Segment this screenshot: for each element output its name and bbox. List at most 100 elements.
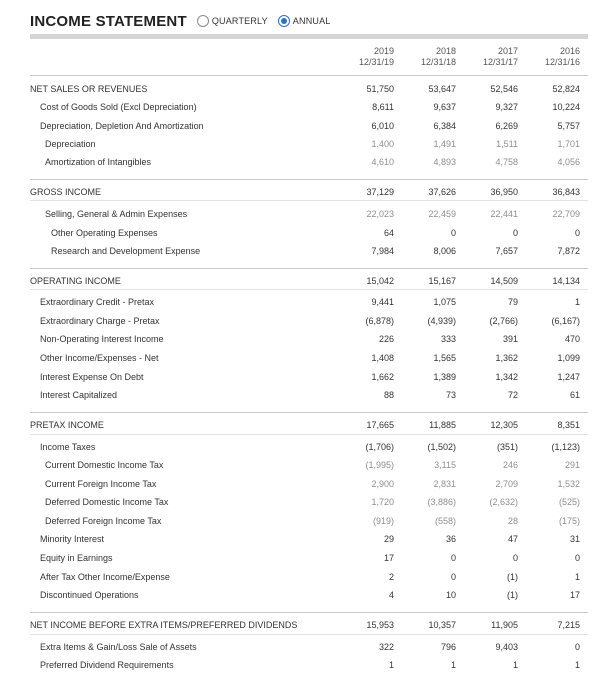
cell-2017: 2,709	[495, 479, 518, 489]
table-row-net-sales-or-revenues: NET SALES OR REVENUES 51,750 53,647 52,546 5…	[30, 80, 588, 98]
cell-2018: 53,647	[428, 84, 456, 94]
row-label: Preferred Dividend Requirements	[40, 660, 174, 670]
cell-2017: 79	[507, 297, 518, 307]
table-row-deferred-domestic-income-tax: Deferred Domestic Income Tax 1,720 (3,886)…	[30, 493, 588, 511]
cell-2019: 64	[383, 228, 394, 238]
cell-2018: 37,626	[428, 187, 456, 197]
radio-quarterly-label[interactable]: QUARTERLY	[211, 16, 268, 26]
column-header-2016: 2016 12/31/16	[528, 46, 580, 68]
cell-2019: 22,023	[366, 209, 394, 219]
cell-2017: 52,546	[490, 84, 518, 94]
cell-2019: 37,129	[366, 187, 394, 197]
table-row-equity-in-earnings: Equity in Earnings 17 0 0 0	[30, 549, 588, 567]
table-row-depreciation: Depreciation 1,400 1,491 1,511 1,701	[30, 135, 588, 153]
cell-2016: (175)	[558, 516, 580, 526]
radio-quarterly[interactable]: QUARTERLY	[196, 15, 268, 27]
cell-2017: 36,950	[490, 187, 518, 197]
table-row-selling-general-admin-expenses: Selling, General & Admin Expenses 22,023 2…	[30, 205, 588, 223]
column-header-2017: 2017 12/31/17	[466, 46, 518, 68]
table-row-pretax-income: PRETAX INCOME 17,665 11,885 12,305 8,351	[30, 416, 588, 434]
cell-2019: (1,706)	[365, 442, 394, 452]
cell-2016: 4,056	[557, 157, 580, 167]
table-row-extra-items-gain-loss-sale-of-assets: Extra Items & Gain/Loss Sale of Assets 32…	[30, 638, 588, 656]
row-label: Equity in Earnings	[40, 553, 113, 563]
cell-2018: 73	[445, 390, 456, 400]
cell-2019: 1,400	[371, 139, 394, 149]
cell-2017: 4,758	[495, 157, 518, 167]
row-divider	[30, 289, 588, 290]
cell-2016: 1,701	[557, 139, 580, 149]
column-header-2018: 2018 12/31/18	[404, 46, 456, 68]
table-row-deferred-foreign-income-tax: Deferred Foreign Income Tax (919) (558) 28 (…	[30, 512, 588, 530]
row-label: Other Operating Expenses	[51, 228, 158, 238]
cell-2016: 17	[569, 590, 580, 600]
cell-2017: 12,305	[490, 420, 518, 430]
column-header-2019: 2019 12/31/19	[342, 46, 394, 68]
cell-2017: 1	[512, 660, 518, 670]
section-divider	[30, 412, 588, 413]
table-row-interest-expense-on-debt: Interest Expense On Debt 1,662 1,389 1,342 1…	[30, 368, 588, 386]
cell-2017: (1)	[507, 590, 518, 600]
cell-2017: 391	[502, 334, 518, 344]
table-row-extraordinary-charge-pretax: Extraordinary Charge - Pretax (6,878) (4,9…	[30, 312, 588, 330]
cell-2016: (1,123)	[551, 442, 580, 452]
table-row-current-domestic-income-tax: Current Domestic Income Tax (1,995) 3,115 2…	[30, 456, 588, 474]
cell-2018: 10	[445, 590, 456, 600]
cell-2018: 0	[450, 228, 456, 238]
cell-2018: 6,384	[433, 121, 456, 131]
cell-2017: (2,766)	[489, 316, 518, 326]
cell-2016: 1,532	[557, 479, 580, 489]
cell-2018: 11,885	[429, 420, 456, 430]
table-row-net-income-before-extra-items-preferred-dividends: NET INCOME BEFORE EXTRA ITEMS/PREFERRED …	[30, 616, 588, 634]
cell-2018: 0	[450, 553, 456, 563]
column-date: 12/31/16	[544, 57, 580, 67]
radio-quarterly-circle[interactable]	[196, 15, 209, 27]
radio-annual-label[interactable]: ANNUAL	[292, 16, 331, 26]
section-divider	[30, 268, 588, 269]
cell-2018: 2,831	[433, 479, 456, 489]
row-label: Non-Operating Interest Income	[40, 334, 164, 344]
cell-2016: 1,247	[557, 372, 580, 382]
cell-2016: 61	[569, 390, 580, 400]
cell-2019: (6,878)	[365, 316, 394, 326]
column-date: 12/31/17	[482, 57, 518, 67]
cell-2019: 7,984	[371, 246, 394, 256]
cell-2019: 1,720	[371, 497, 394, 507]
cell-2019: 29	[383, 534, 394, 544]
cell-2018: (1,502)	[427, 442, 456, 452]
cell-2018: 4,893	[433, 157, 456, 167]
header-divider	[30, 34, 588, 39]
row-label: Other Income/Expenses - Net	[40, 353, 159, 363]
cell-2017: 6,269	[495, 121, 518, 131]
cell-2017: 14,509	[490, 276, 518, 286]
cell-2018: 22,459	[428, 209, 456, 219]
cell-2017: 0	[512, 228, 518, 238]
table-row-after-tax-other-income-expense: After Tax Other Income/Expense 2 0 (1) 1	[30, 568, 588, 586]
cell-2018: 1,389	[433, 372, 456, 382]
cell-2019: 1,662	[371, 372, 394, 382]
cell-2016: 1	[574, 660, 580, 670]
cell-2019: 4,610	[371, 157, 394, 167]
table-row-minority-interest: Minority Interest 29 36 47 31	[30, 530, 588, 548]
cell-2017: (2,632)	[489, 497, 518, 507]
radio-annual[interactable]: ANNUAL	[277, 15, 331, 27]
row-label: Extraordinary Charge - Pretax	[40, 316, 160, 326]
cell-2018: (558)	[434, 516, 456, 526]
radio-annual-circle[interactable]	[277, 15, 290, 27]
cell-2018: 1	[450, 660, 456, 670]
row-label: Extraordinary Credit - Pretax	[40, 297, 155, 307]
cell-2018: (3,886)	[427, 497, 456, 507]
cell-2018: 15,167	[428, 276, 456, 286]
row-divider	[30, 434, 588, 435]
table-row-current-foreign-income-tax: Current Foreign Income Tax 2,900 2,831 2,70…	[30, 475, 588, 493]
cell-2017: 9,327	[495, 102, 518, 112]
cell-2019: 1	[388, 660, 394, 670]
cell-2016: 31	[569, 534, 580, 544]
cell-2016: 7,872	[557, 246, 580, 256]
table-row-other-operating-expenses: Other Operating Expenses 64 0 0 0	[30, 224, 588, 242]
column-date: 12/31/18	[420, 57, 456, 67]
cell-2017: 0	[512, 553, 518, 563]
cell-2017: 1,362	[495, 353, 518, 363]
cell-2019: (1,995)	[365, 460, 394, 470]
divider	[30, 75, 588, 76]
